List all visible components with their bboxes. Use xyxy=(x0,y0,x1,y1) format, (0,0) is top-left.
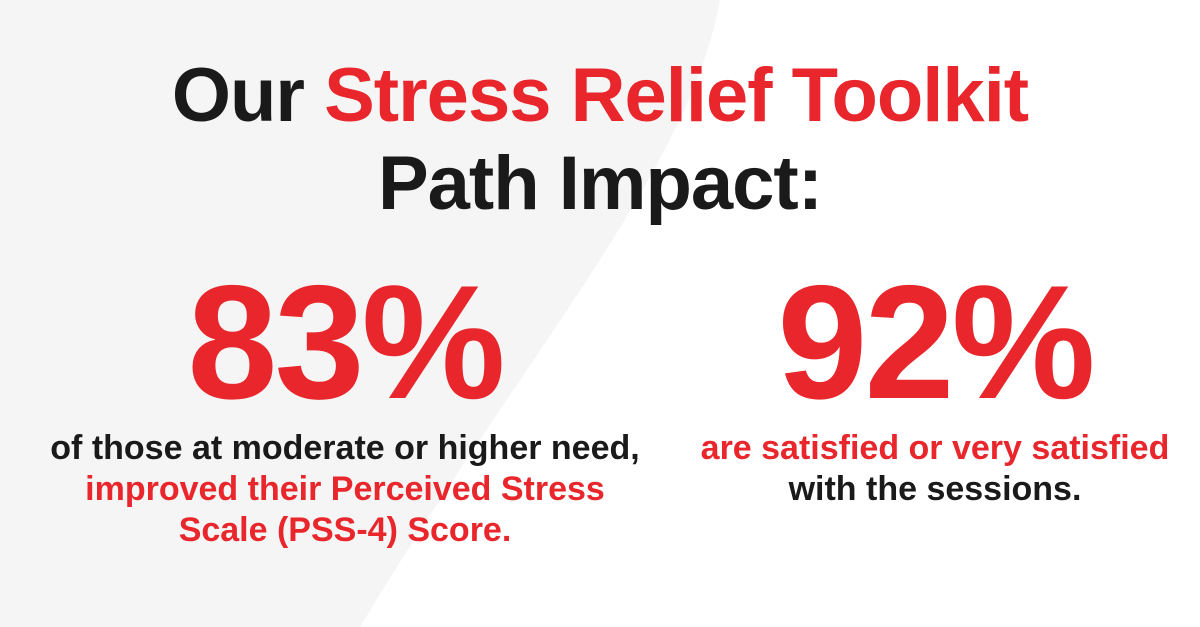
title-line-2: Path Impact: xyxy=(377,141,823,226)
stat-pss-improvement: 83% of those at moderate or higher need,… xyxy=(40,262,650,551)
stat-value: 83% xyxy=(187,252,505,433)
caption-text: of those at moderate or higher need, xyxy=(50,429,640,467)
stat-value: 92% xyxy=(777,252,1095,433)
stat-caption: of those at moderate or higher need, imp… xyxy=(40,428,650,551)
title-prefix: Our xyxy=(171,53,325,138)
stat-caption: are satisfied or very satisfied with the… xyxy=(700,428,1170,510)
caption-highlight: are satisfied or very satisfied xyxy=(700,429,1170,467)
page-title: Our Stress Relief Toolkit Path Impact: xyxy=(0,52,1200,228)
title-highlight: Stress Relief Toolkit xyxy=(324,53,1029,138)
caption-highlight: improved their Perceived Stress Scale (P… xyxy=(85,470,605,549)
caption-text-end: with the sessions. xyxy=(788,470,1082,508)
stat-satisfaction: 92% are satisfied or very satisfied with… xyxy=(700,262,1170,510)
